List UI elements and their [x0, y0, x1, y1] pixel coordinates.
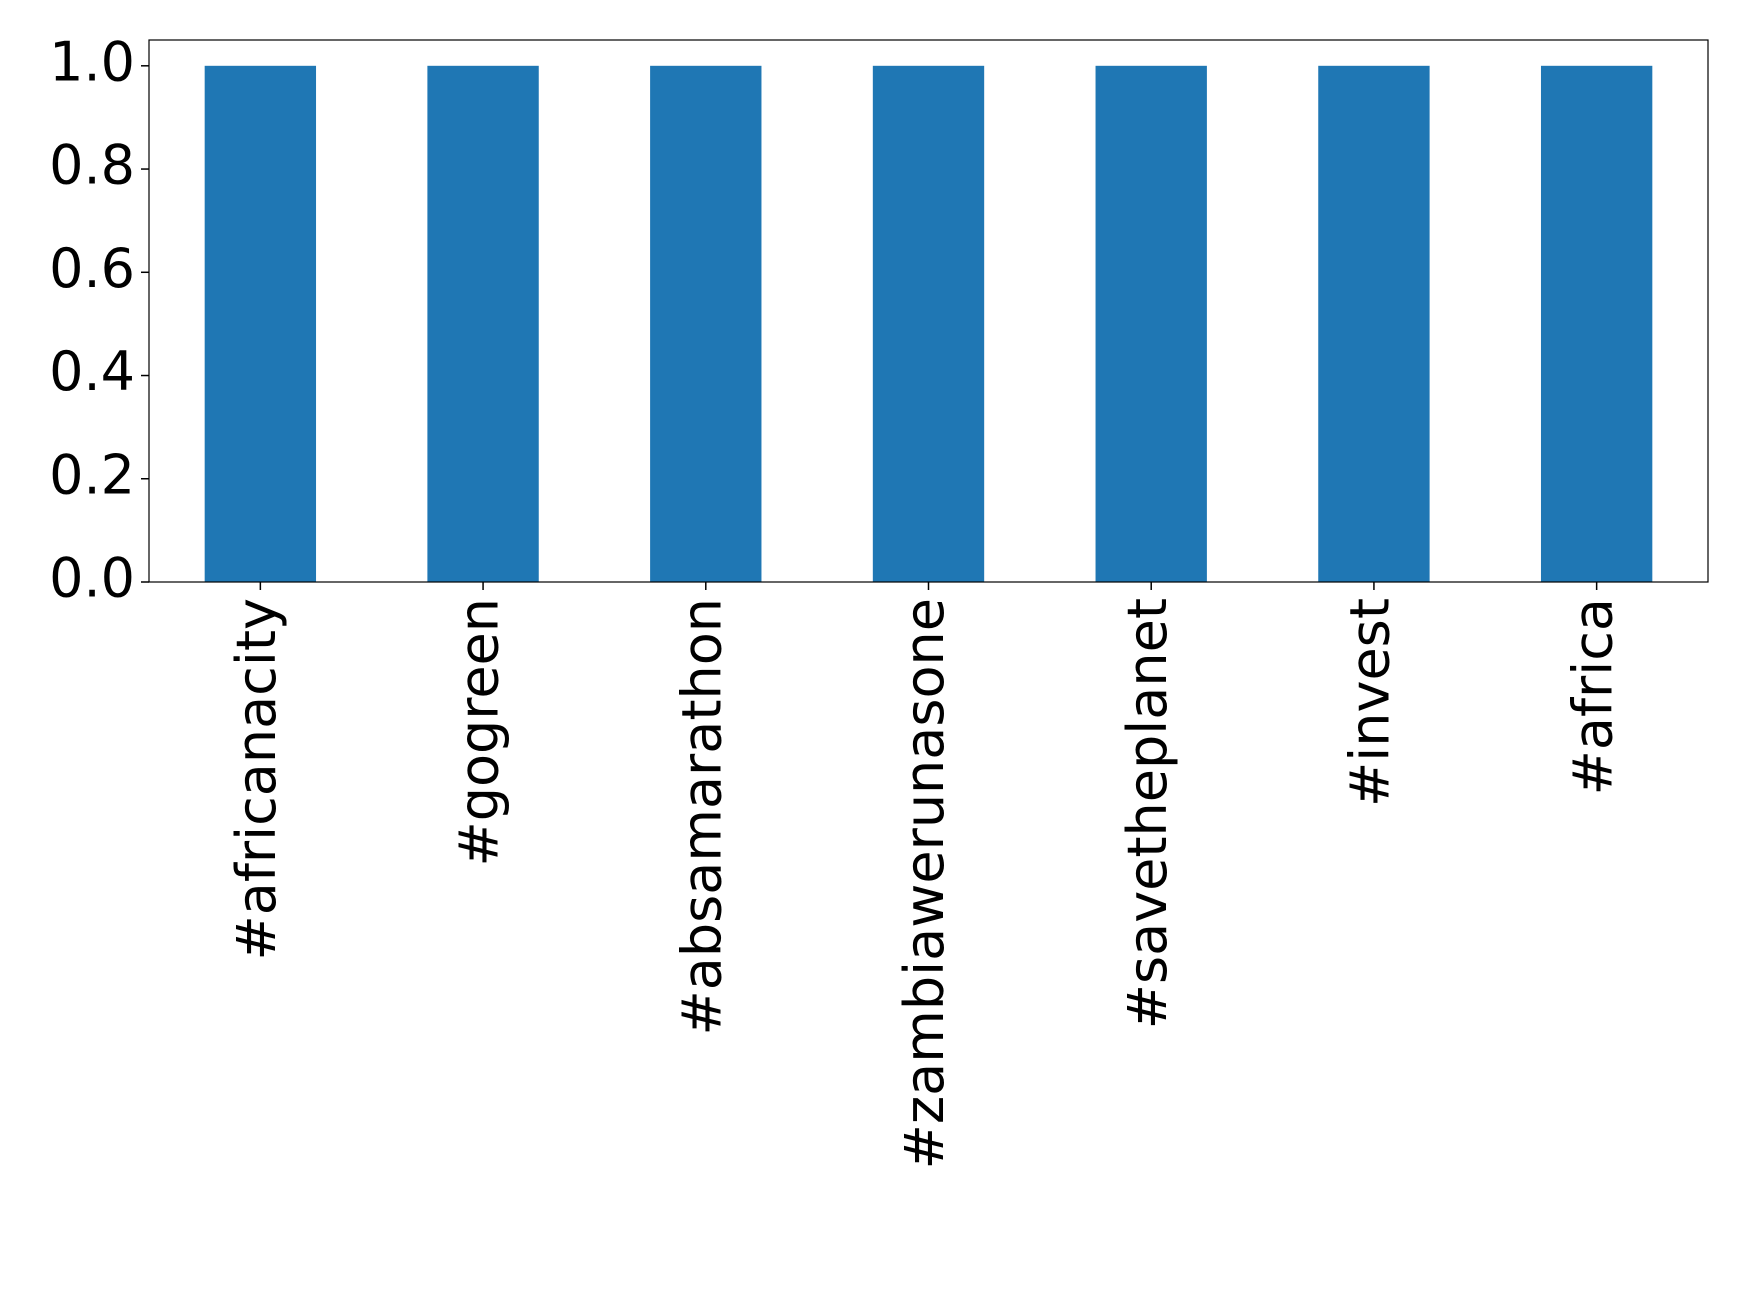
- bar: [872, 65, 985, 583]
- x-tick-label: #absamarathon: [670, 598, 733, 1035]
- y-tick-label: 0.0: [49, 547, 135, 610]
- x-tick-label: #zambiawerunasone: [893, 598, 956, 1169]
- y-tick-label: 1.0: [49, 30, 135, 93]
- bar: [1095, 65, 1207, 583]
- bar: [204, 65, 317, 583]
- x-tick-label: #gogreen: [448, 598, 511, 867]
- x-tick-label: #africanacity: [225, 598, 288, 960]
- bar: [427, 65, 539, 583]
- bar: [1318, 65, 1430, 583]
- y-tick-label: 0.8: [49, 134, 135, 197]
- x-tick-label: #invest: [1339, 598, 1402, 807]
- plot-frame: [148, 39, 1709, 583]
- bar: [1540, 65, 1653, 583]
- y-tick-label: 0.2: [49, 443, 135, 506]
- x-tick-label: #savetheplanet: [1116, 598, 1179, 1029]
- y-tick-label: 0.6: [49, 237, 135, 300]
- y-tick-label: 0.4: [49, 340, 135, 403]
- x-tick-label: #africa: [1561, 598, 1624, 795]
- bar: [650, 65, 762, 583]
